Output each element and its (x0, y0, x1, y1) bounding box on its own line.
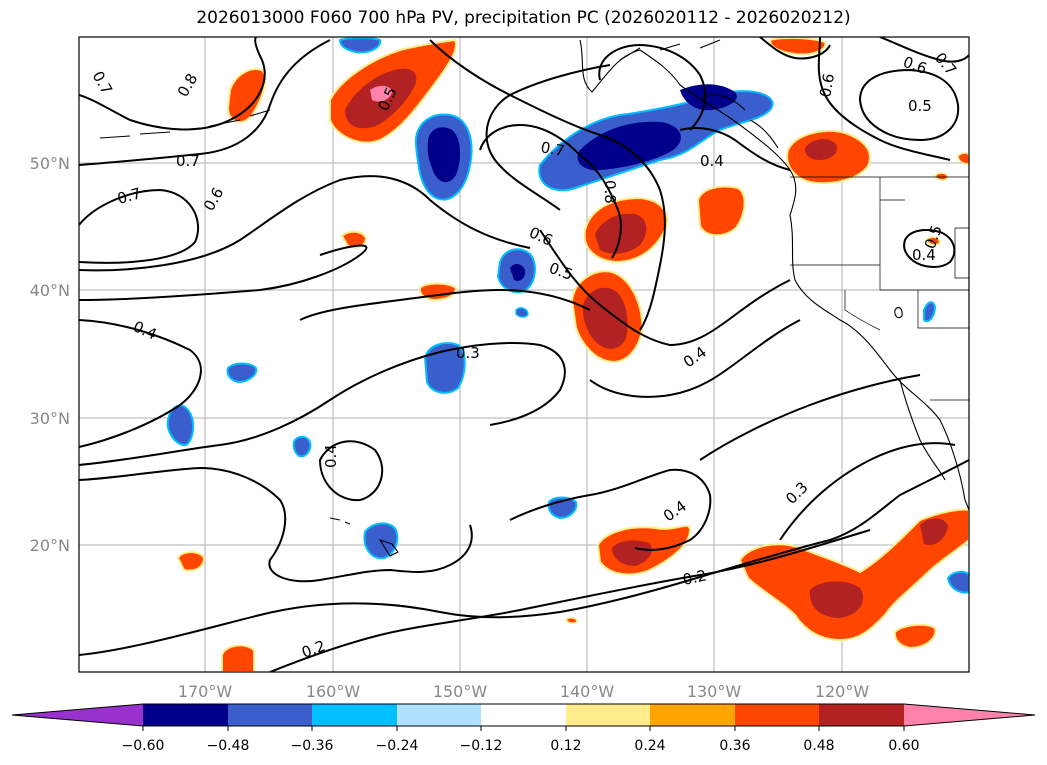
colorbar-tick-label: −0.60 (122, 738, 165, 754)
lon-label: 120°W (815, 682, 870, 701)
colorbar-tick-label: −0.24 (376, 738, 419, 754)
lat-label: 50°N (30, 154, 70, 173)
colorbar-segment (481, 704, 566, 726)
colorbar-tick-marks (143, 726, 904, 731)
contour-label: 0.7 (176, 152, 200, 170)
contour-label: 0.4 (700, 152, 724, 170)
colorbar-segment (143, 704, 228, 726)
colorbar-tick-label: −0.12 (460, 738, 503, 754)
lon-label: 150°W (433, 682, 488, 701)
colorbar-tick-label: 0.36 (719, 738, 750, 754)
colorbar-tick-label: 0.12 (550, 738, 581, 754)
colorbar-segment (566, 704, 650, 726)
colorbar-extend-high (904, 704, 1035, 726)
colorbar: −0.60 −0.48 −0.36 −0.24 −0.12 0.12 0.24 … (12, 704, 1035, 754)
colorbar-segment (650, 704, 735, 726)
lat-label: 40°N (30, 281, 70, 300)
colorbar-segment (397, 704, 481, 726)
colorbar-segment (735, 704, 819, 726)
lon-label: 170°W (178, 682, 233, 701)
contour-label: 0.4 (322, 444, 340, 468)
colorbar-tick-label: −0.48 (207, 738, 250, 754)
contour-label: 0.5 (908, 97, 932, 115)
latitude-labels: 50°N 40°N 30°N 20°N (30, 154, 70, 555)
lon-label: 140°W (560, 682, 615, 701)
contour-label: 0.3 (456, 344, 480, 362)
lon-label: 130°W (687, 682, 742, 701)
colorbar-tick-label: −0.36 (291, 738, 334, 754)
colorbar-tick-label: 0.48 (803, 738, 834, 754)
longitude-labels: 170°W 160°W 150°W 140°W 130°W 120°W (178, 682, 870, 701)
colorbar-tick-label: 0.24 (634, 738, 665, 754)
lat-label: 20°N (30, 536, 70, 555)
contour-label: 0.8 (601, 180, 619, 204)
colorbar-segment (819, 704, 904, 726)
lon-label: 160°W (306, 682, 361, 701)
colorbar-segment (228, 704, 312, 726)
colorbar-extend-low (12, 704, 143, 726)
colorbar-segment (312, 704, 397, 726)
colorbar-tick-label: 0.60 (888, 738, 919, 754)
lat-label: 30°N (30, 409, 70, 428)
